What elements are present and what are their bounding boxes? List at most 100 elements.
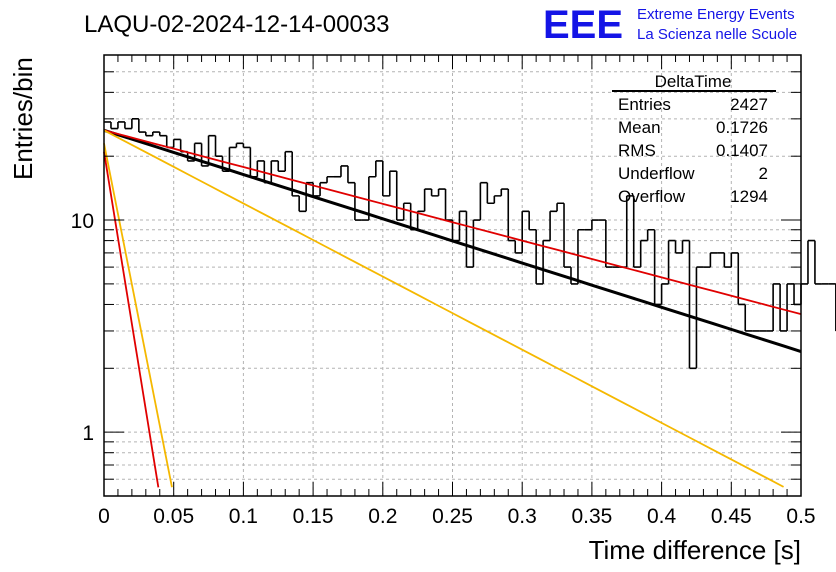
stats-title: DeltaTime: [655, 72, 732, 91]
histogram-bin: [375, 160, 383, 177]
histogram-bin: [347, 165, 355, 184]
x-tick-label: 0.4: [647, 505, 677, 528]
histogram-bin: [284, 150, 293, 172]
histogram-bin: [110, 121, 118, 130]
histogram-bin: [521, 210, 530, 253]
histogram-bin: [423, 188, 432, 212]
histogram-bin: [639, 239, 648, 268]
stats-label-overflow: Overflow: [618, 187, 686, 206]
histogram-bin: [354, 182, 362, 221]
x-tick-label: 0.15: [293, 505, 334, 528]
histogram-bin: [382, 160, 390, 197]
x-tick-label: 0: [98, 505, 110, 528]
histogram-bin: [514, 240, 523, 254]
histogram-bin: [117, 121, 125, 129]
x-axis-label: Time difference [s]: [589, 535, 801, 565]
histogram-bin: [807, 239, 815, 284]
histogram-bin: [528, 211, 537, 231]
fit-curve: [103, 151, 160, 488]
histogram-bin: [730, 252, 739, 268]
y-tick-label: 10: [71, 210, 94, 233]
histogram-bin: [416, 210, 425, 230]
x-tick-label: 0.1: [229, 505, 258, 528]
histogram-bin: [444, 189, 453, 221]
histogram-bin: [151, 131, 160, 136]
histogram-bin: [646, 228, 655, 241]
histogram-bin: [228, 146, 237, 172]
histogram-bin: [207, 134, 216, 166]
histogram-bin: [688, 240, 697, 370]
histogram-bin: [340, 165, 348, 177]
histogram-bin: [305, 181, 314, 212]
stats-label-underflow: Underflow: [618, 164, 695, 183]
histogram-bin: [723, 252, 732, 268]
histogram-bin: [235, 142, 244, 148]
histogram-bin: [709, 252, 718, 268]
x-tick-label: 0.3: [508, 505, 537, 528]
x-tick-label: 0.25: [432, 505, 473, 528]
axis-ticks: [103, 54, 802, 497]
x-tick-label: 0.2: [368, 505, 397, 528]
histogram-bin: [800, 283, 808, 305]
stats-label-mean: Mean: [618, 118, 661, 137]
histogram-bin: [263, 160, 272, 184]
stats-value-rms: 0.1407: [716, 141, 768, 160]
stats-label-entries: Entries: [618, 95, 671, 114]
eee-logo: EEE: [543, 3, 623, 47]
histogram-bin: [563, 203, 571, 268]
fit-curves: [103, 128, 802, 488]
histogram-bin: [660, 283, 669, 305]
histogram-bin: [158, 132, 167, 137]
chart-title: LAQU-02-2024-12-14-00033: [84, 11, 390, 38]
histogram-bin: [779, 283, 788, 332]
histogram-bin: [458, 210, 467, 241]
histogram-bin: [632, 195, 641, 268]
histogram-bin: [124, 121, 132, 130]
histogram-bin: [395, 171, 404, 221]
histogram-bin: [542, 239, 551, 284]
histogram-bin: [138, 118, 146, 133]
histogram-bin: [214, 135, 223, 157]
histogram-bin: [814, 240, 822, 285]
fit-curve: [103, 129, 784, 488]
histogram-bin: [165, 135, 174, 149]
histogram-bin: [486, 182, 495, 205]
histogram-bin: [298, 195, 307, 213]
histogram-bin: [256, 160, 265, 177]
y-axis-label: Entries/bin: [8, 57, 38, 180]
histogram-bin: [674, 240, 683, 254]
histogram-bin: [270, 160, 279, 183]
stats-box: DeltaTime Entries 2427 Mean 0.1726 RMS 0…: [612, 72, 776, 206]
histogram-bin: [591, 219, 599, 230]
x-tick-label: 0.5: [786, 505, 815, 528]
y-tick-label: 1: [82, 422, 94, 445]
histogram-bin: [465, 211, 474, 268]
x-tick-label: 0.45: [711, 505, 752, 528]
histogram-bin: [507, 189, 516, 242]
histogram-bin: [242, 143, 251, 149]
histogram-bin: [388, 170, 397, 196]
histogram-bin: [437, 188, 446, 196]
histogram-bin: [131, 118, 139, 129]
histogram-bin: [326, 175, 335, 183]
histogram-bin: [556, 202, 565, 212]
histogram-bin: [786, 283, 795, 331]
histogram-bin: [744, 304, 753, 332]
histogram-bin: [577, 228, 585, 284]
eee-logo-line1: Extreme Energy Events: [637, 6, 795, 23]
histogram-bin: [312, 182, 321, 197]
histogram-bin: [737, 252, 746, 306]
stats-label-rms: RMS: [618, 141, 656, 160]
histogram-bin: [667, 239, 676, 284]
histogram-bin: [535, 229, 544, 285]
eee-logo-line2: La Scienza nelle Scuole: [637, 26, 797, 43]
stats-value-mean: 0.1726: [716, 118, 768, 137]
histogram-bin: [500, 188, 509, 196]
stats-value-entries: 2427: [730, 95, 768, 114]
histogram-bin: [402, 202, 411, 221]
histogram-bin: [605, 220, 613, 268]
histogram-bin: [793, 283, 801, 306]
fit-curve: [103, 143, 173, 488]
fit-curve: [103, 129, 802, 316]
